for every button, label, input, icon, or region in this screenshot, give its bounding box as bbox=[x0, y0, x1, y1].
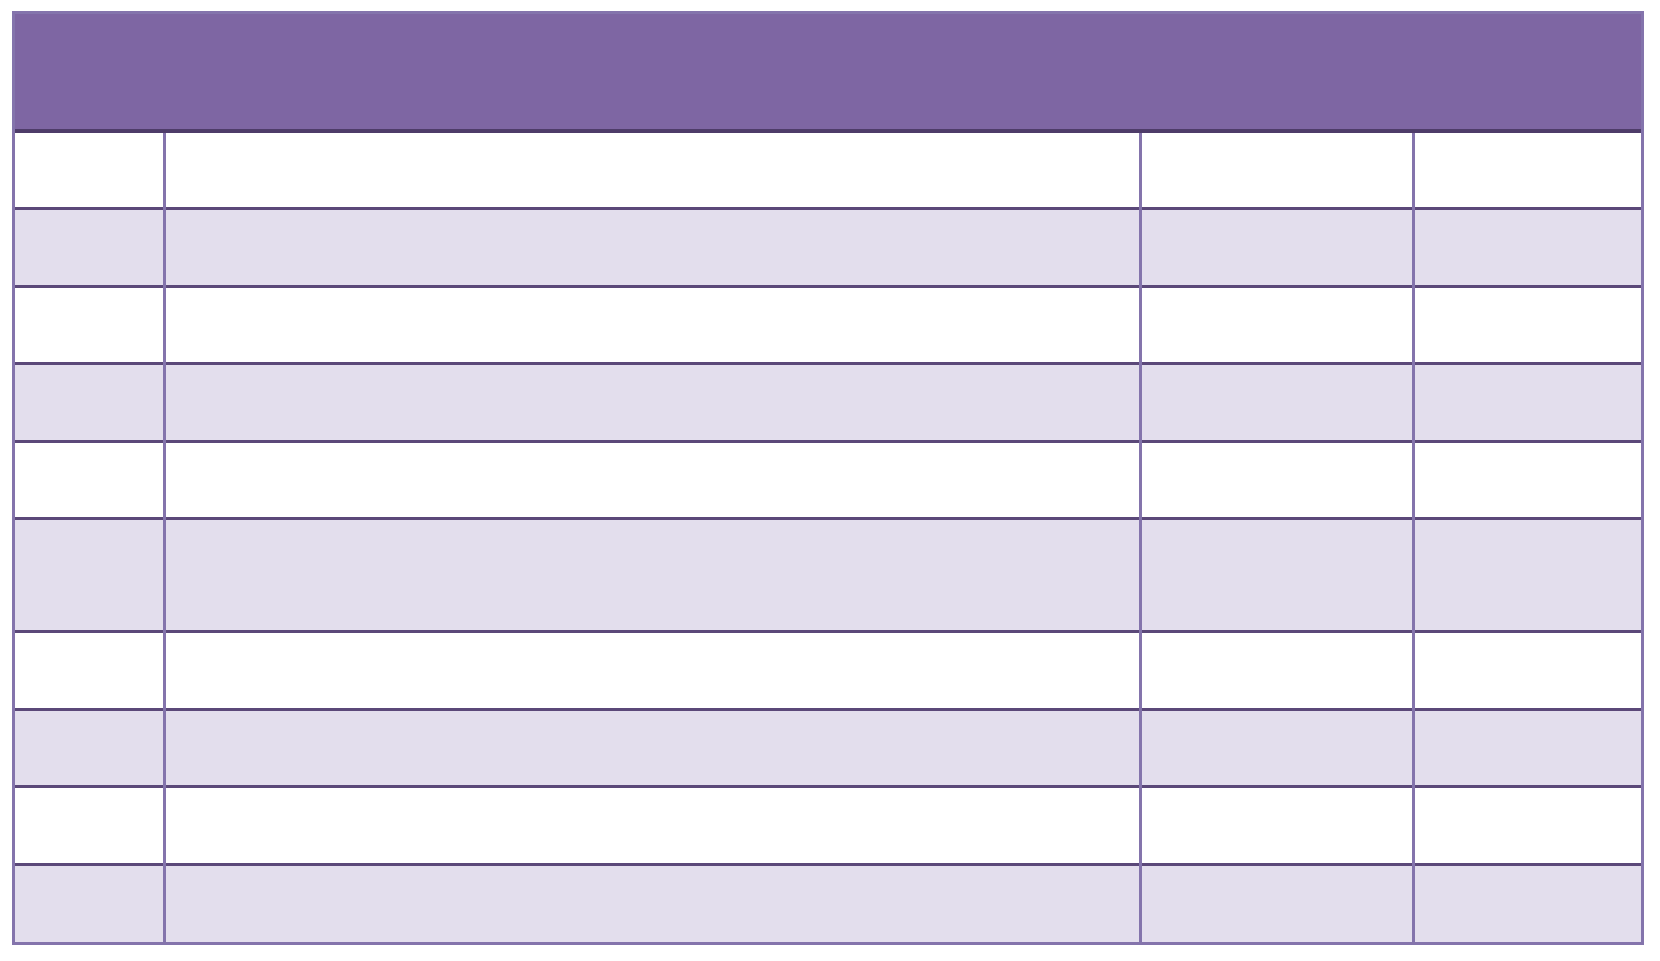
table-cell bbox=[1411, 517, 1641, 632]
table-row bbox=[15, 630, 1641, 710]
table-row bbox=[15, 207, 1641, 287]
table-cell bbox=[15, 129, 165, 209]
table-cell bbox=[1411, 129, 1641, 209]
table-cell bbox=[1411, 785, 1641, 865]
table-header-cell bbox=[15, 14, 1641, 133]
table-row bbox=[15, 862, 1641, 942]
table-cell bbox=[15, 862, 165, 942]
table-cell bbox=[1411, 630, 1641, 710]
table-cell bbox=[163, 862, 1141, 942]
table-cell bbox=[1138, 362, 1414, 442]
table-cell bbox=[15, 439, 165, 519]
table-cell bbox=[163, 207, 1141, 287]
table-cell bbox=[163, 785, 1141, 865]
table-cell bbox=[163, 362, 1141, 442]
table-cell bbox=[15, 630, 165, 710]
table-cell bbox=[1411, 207, 1641, 287]
table-cell bbox=[1138, 284, 1414, 364]
table-cell bbox=[1138, 707, 1414, 787]
table-cell bbox=[163, 439, 1141, 519]
table-cell bbox=[1138, 785, 1414, 865]
table-row bbox=[15, 785, 1641, 865]
table-cell bbox=[163, 707, 1141, 787]
table-row bbox=[15, 707, 1641, 787]
table-cell bbox=[15, 362, 165, 442]
data-table bbox=[15, 14, 1641, 942]
table-cell bbox=[1138, 207, 1414, 287]
table-cell bbox=[1411, 284, 1641, 364]
table-cell bbox=[163, 517, 1141, 632]
table-cell bbox=[163, 129, 1141, 209]
table-cell bbox=[1138, 630, 1414, 710]
table-row bbox=[15, 362, 1641, 442]
table-cell bbox=[1411, 862, 1641, 942]
table-cell bbox=[15, 517, 165, 632]
table-header-row bbox=[15, 14, 1641, 133]
table-cell bbox=[1138, 862, 1414, 942]
table-row bbox=[15, 284, 1641, 364]
table-row bbox=[15, 517, 1641, 632]
table-cell bbox=[1411, 362, 1641, 442]
table-frame bbox=[12, 11, 1644, 945]
table-cell bbox=[163, 630, 1141, 710]
table-cell bbox=[1138, 129, 1414, 209]
table-cell bbox=[1411, 439, 1641, 519]
table-row bbox=[15, 129, 1641, 209]
table-cell bbox=[15, 284, 165, 364]
table-cell bbox=[15, 785, 165, 865]
table-cell bbox=[1138, 439, 1414, 519]
table-cell bbox=[163, 284, 1141, 364]
table-row bbox=[15, 439, 1641, 519]
table-cell bbox=[15, 207, 165, 287]
table-cell bbox=[1411, 707, 1641, 787]
table-cell bbox=[1138, 517, 1414, 632]
table-cell bbox=[15, 707, 165, 787]
